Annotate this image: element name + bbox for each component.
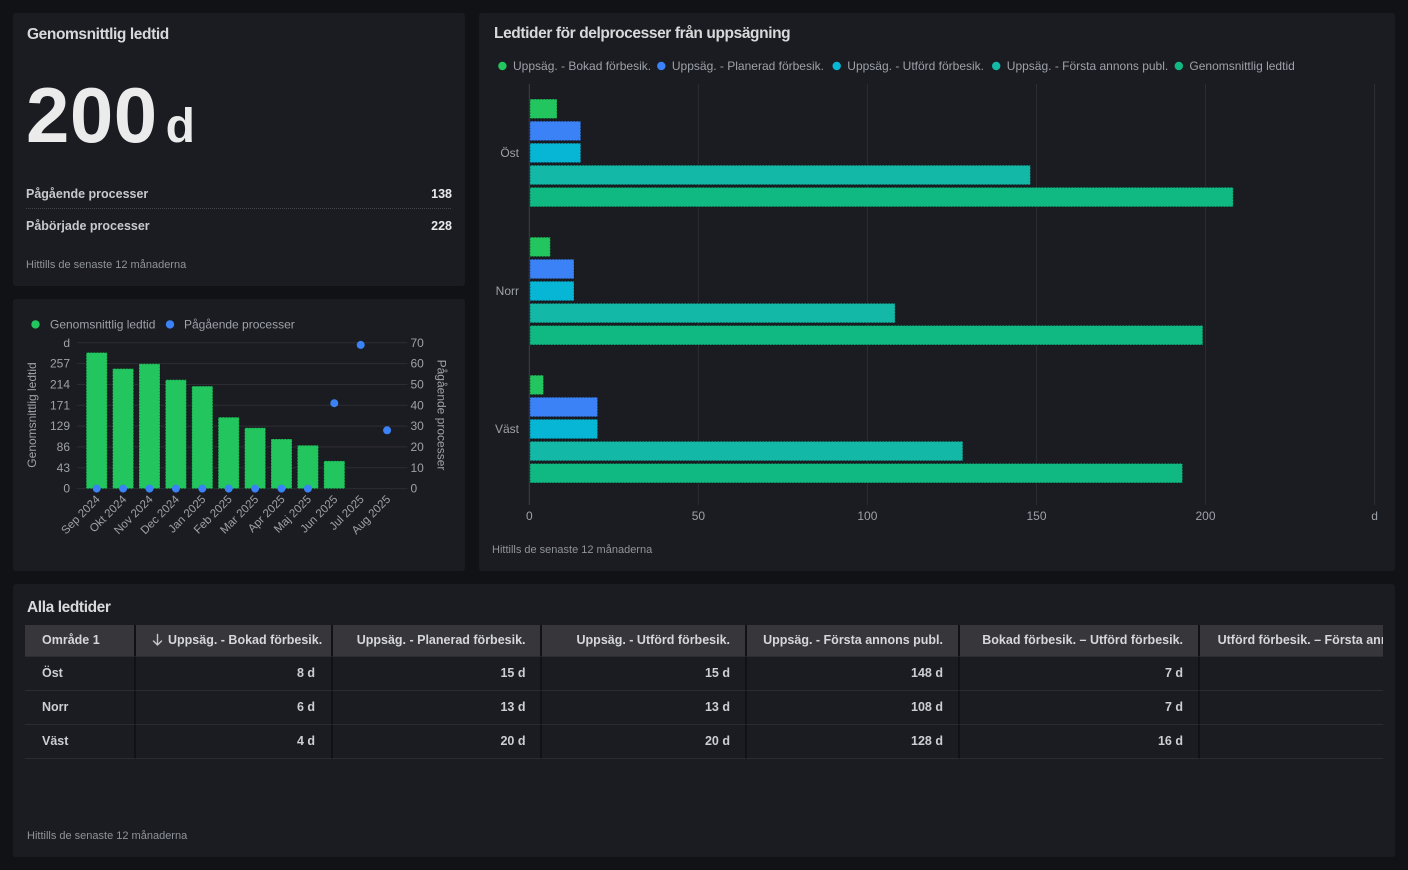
svg-text:50: 50 [692, 509, 706, 523]
svg-text:86: 86 [57, 440, 71, 454]
svg-text:Genomsnittlig ledtid: Genomsnittlig ledtid [25, 362, 39, 467]
svg-text:43: 43 [57, 461, 71, 475]
svg-text:Uppsäg. - Bokad förbesik.: Uppsäg. - Bokad förbesik. [513, 59, 651, 73]
svg-text:129: 129 [50, 419, 70, 433]
svg-text:40: 40 [411, 398, 425, 412]
svg-text:60: 60 [411, 357, 425, 371]
svg-text:Genomsnittlig ledtid: Genomsnittlig ledtid [1189, 59, 1294, 73]
svg-text:10: 10 [411, 461, 425, 475]
svg-text:Norr: Norr [496, 284, 519, 298]
svg-text:70: 70 [411, 336, 425, 350]
svg-text:0: 0 [63, 482, 70, 496]
svg-text:Uppsäg. - Första annons publ.: Uppsäg. - Första annons publ. [1007, 59, 1168, 73]
svg-text:100: 100 [857, 509, 877, 523]
svg-text:d: d [63, 336, 70, 350]
svg-text:Uppsäg. - Utförd förbesik.: Uppsäg. - Utförd förbesik. [847, 59, 984, 73]
svg-text:Genomsnittlig ledtid: Genomsnittlig ledtid [50, 318, 155, 332]
svg-text:50: 50 [411, 378, 425, 392]
svg-text:20: 20 [411, 440, 425, 454]
svg-text:200: 200 [1195, 509, 1215, 523]
svg-text:0: 0 [526, 509, 533, 523]
svg-text:171: 171 [50, 398, 70, 412]
svg-text:257: 257 [50, 357, 70, 371]
svg-text:Uppsäg. - Planerad förbesik.: Uppsäg. - Planerad förbesik. [672, 59, 824, 73]
svg-text:0: 0 [411, 482, 418, 496]
svg-text:d: d [1371, 509, 1378, 523]
svg-text:Väst: Väst [495, 422, 520, 436]
svg-text:Pågående processer: Pågående processer [184, 318, 295, 332]
svg-text:Öst: Öst [500, 146, 519, 160]
svg-text:30: 30 [411, 419, 425, 433]
svg-text:Pågående processer: Pågående processer [435, 360, 449, 471]
svg-text:214: 214 [50, 378, 70, 392]
svg-text:150: 150 [1026, 509, 1046, 523]
